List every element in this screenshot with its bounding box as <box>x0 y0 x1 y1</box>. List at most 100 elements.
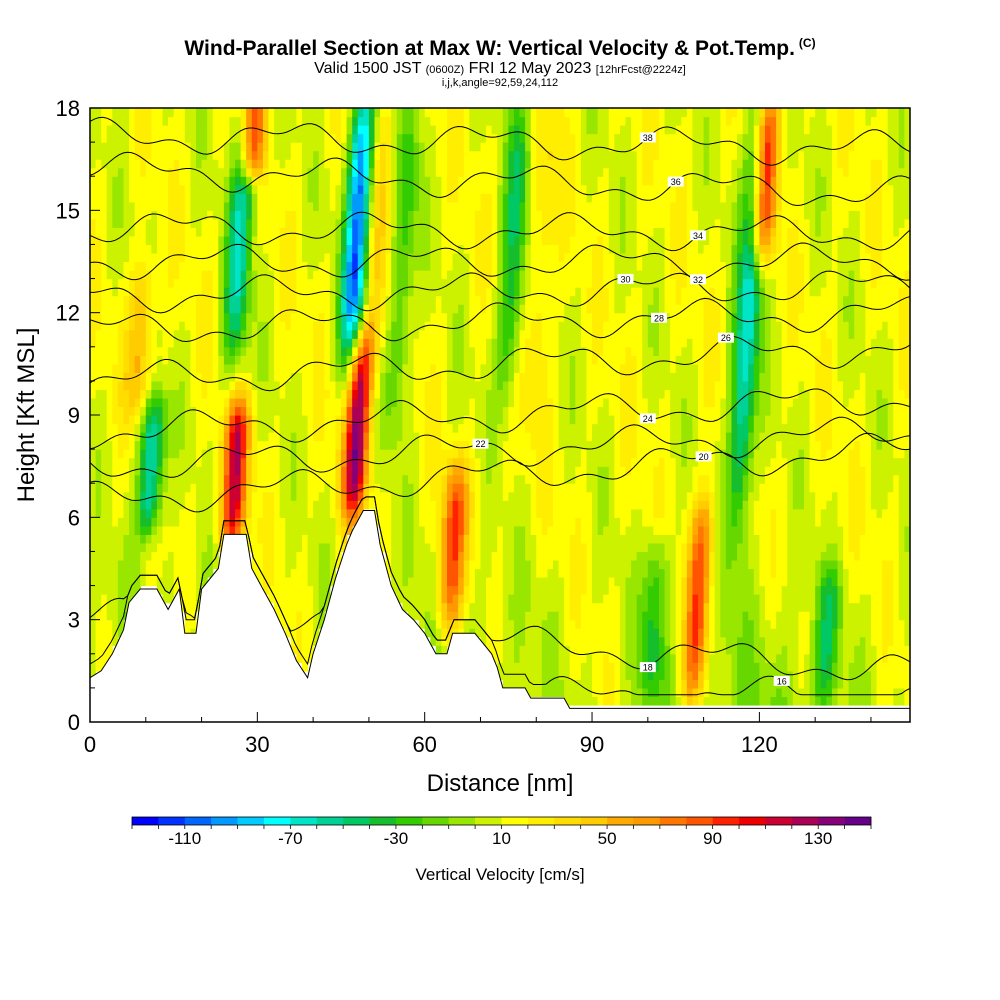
field-cell <box>240 261 247 271</box>
field-cell <box>441 227 448 237</box>
field-cell <box>101 534 108 544</box>
field-cell <box>469 312 476 322</box>
field-cell <box>285 167 292 177</box>
field-cell <box>190 235 197 246</box>
field-cell <box>363 304 370 314</box>
field-cell <box>117 108 125 118</box>
field-cell <box>90 474 97 484</box>
field-cell <box>207 355 214 365</box>
field-cell <box>519 295 526 305</box>
field-cell <box>519 423 526 433</box>
field-cell <box>201 312 208 322</box>
field-cell <box>491 432 498 442</box>
field-cell <box>324 577 331 587</box>
field-cell <box>380 235 387 246</box>
field-cell <box>508 594 515 604</box>
field-cell <box>168 142 175 152</box>
field-cell <box>430 210 437 220</box>
field-cell <box>407 525 415 535</box>
field-cell <box>296 372 303 382</box>
field-cell <box>151 244 158 254</box>
field-cell <box>519 346 526 356</box>
field-cell <box>480 457 487 467</box>
field-cell <box>536 577 543 587</box>
field-cell <box>424 363 431 373</box>
field-cell <box>435 551 443 561</box>
field-cell <box>313 474 320 484</box>
field-cell <box>363 159 370 169</box>
field-cell <box>452 525 459 535</box>
field-cell <box>508 611 515 621</box>
field-cell <box>112 184 119 194</box>
field-cell <box>396 261 403 271</box>
field-cell <box>240 150 247 160</box>
field-cell <box>123 457 130 467</box>
field-cell <box>391 568 398 578</box>
field-cell <box>301 227 309 237</box>
field-cell <box>95 108 102 118</box>
field-cell <box>318 167 325 177</box>
field-cell <box>218 321 225 331</box>
field-cell <box>513 184 521 194</box>
field-cell <box>212 389 219 399</box>
field-cell <box>341 235 348 246</box>
field-cell <box>240 321 247 331</box>
field-cell <box>357 355 364 365</box>
field-cell <box>123 508 130 518</box>
field-cell <box>235 108 242 118</box>
field-cell <box>346 380 353 391</box>
field-cell <box>469 193 476 203</box>
field-cell <box>452 474 459 484</box>
field-cell <box>329 406 337 416</box>
field-cell <box>90 525 97 535</box>
field-cell <box>363 235 370 246</box>
field-cell <box>129 517 136 527</box>
field-cell <box>341 210 348 220</box>
field-cell <box>307 116 314 126</box>
field-cell <box>318 449 325 459</box>
field-cell <box>290 346 297 356</box>
field-cell <box>541 397 549 408</box>
field-cell <box>179 602 186 612</box>
field-cell <box>106 491 113 501</box>
field-cell <box>184 466 192 476</box>
field-cell <box>452 619 459 629</box>
field-cell <box>123 568 130 578</box>
field-cell <box>502 517 509 527</box>
field-cell <box>341 108 348 118</box>
field-cell <box>413 150 420 160</box>
field-cell <box>368 184 376 194</box>
field-cell <box>547 287 554 297</box>
field-cell <box>307 380 314 391</box>
field-cell <box>552 372 560 382</box>
field-cell <box>207 193 214 203</box>
field-cell <box>329 150 337 160</box>
field-cell <box>525 201 532 211</box>
field-cell <box>262 449 270 459</box>
field-cell <box>117 312 125 322</box>
field-cell <box>525 346 532 356</box>
field-cell <box>413 525 420 535</box>
field-cell <box>318 457 325 467</box>
field-cell <box>95 415 102 425</box>
field-cell <box>480 500 487 510</box>
field-cell <box>134 304 141 314</box>
field-cell <box>90 466 97 476</box>
field-cell <box>346 415 353 425</box>
field-cell <box>491 261 498 271</box>
field-cell <box>508 304 515 314</box>
field-cell <box>547 577 554 587</box>
field-cell <box>184 244 192 254</box>
field-cell <box>519 142 526 152</box>
field-cell <box>296 517 303 527</box>
field-cell <box>318 252 325 263</box>
field-cell <box>201 568 208 578</box>
field-cell <box>541 329 549 339</box>
field-cell <box>307 594 314 604</box>
field-cell <box>419 440 426 450</box>
field-cell <box>329 142 337 152</box>
field-cell <box>407 397 415 408</box>
field-cell <box>463 346 470 356</box>
field-cell <box>262 159 270 169</box>
field-cell <box>368 252 376 263</box>
